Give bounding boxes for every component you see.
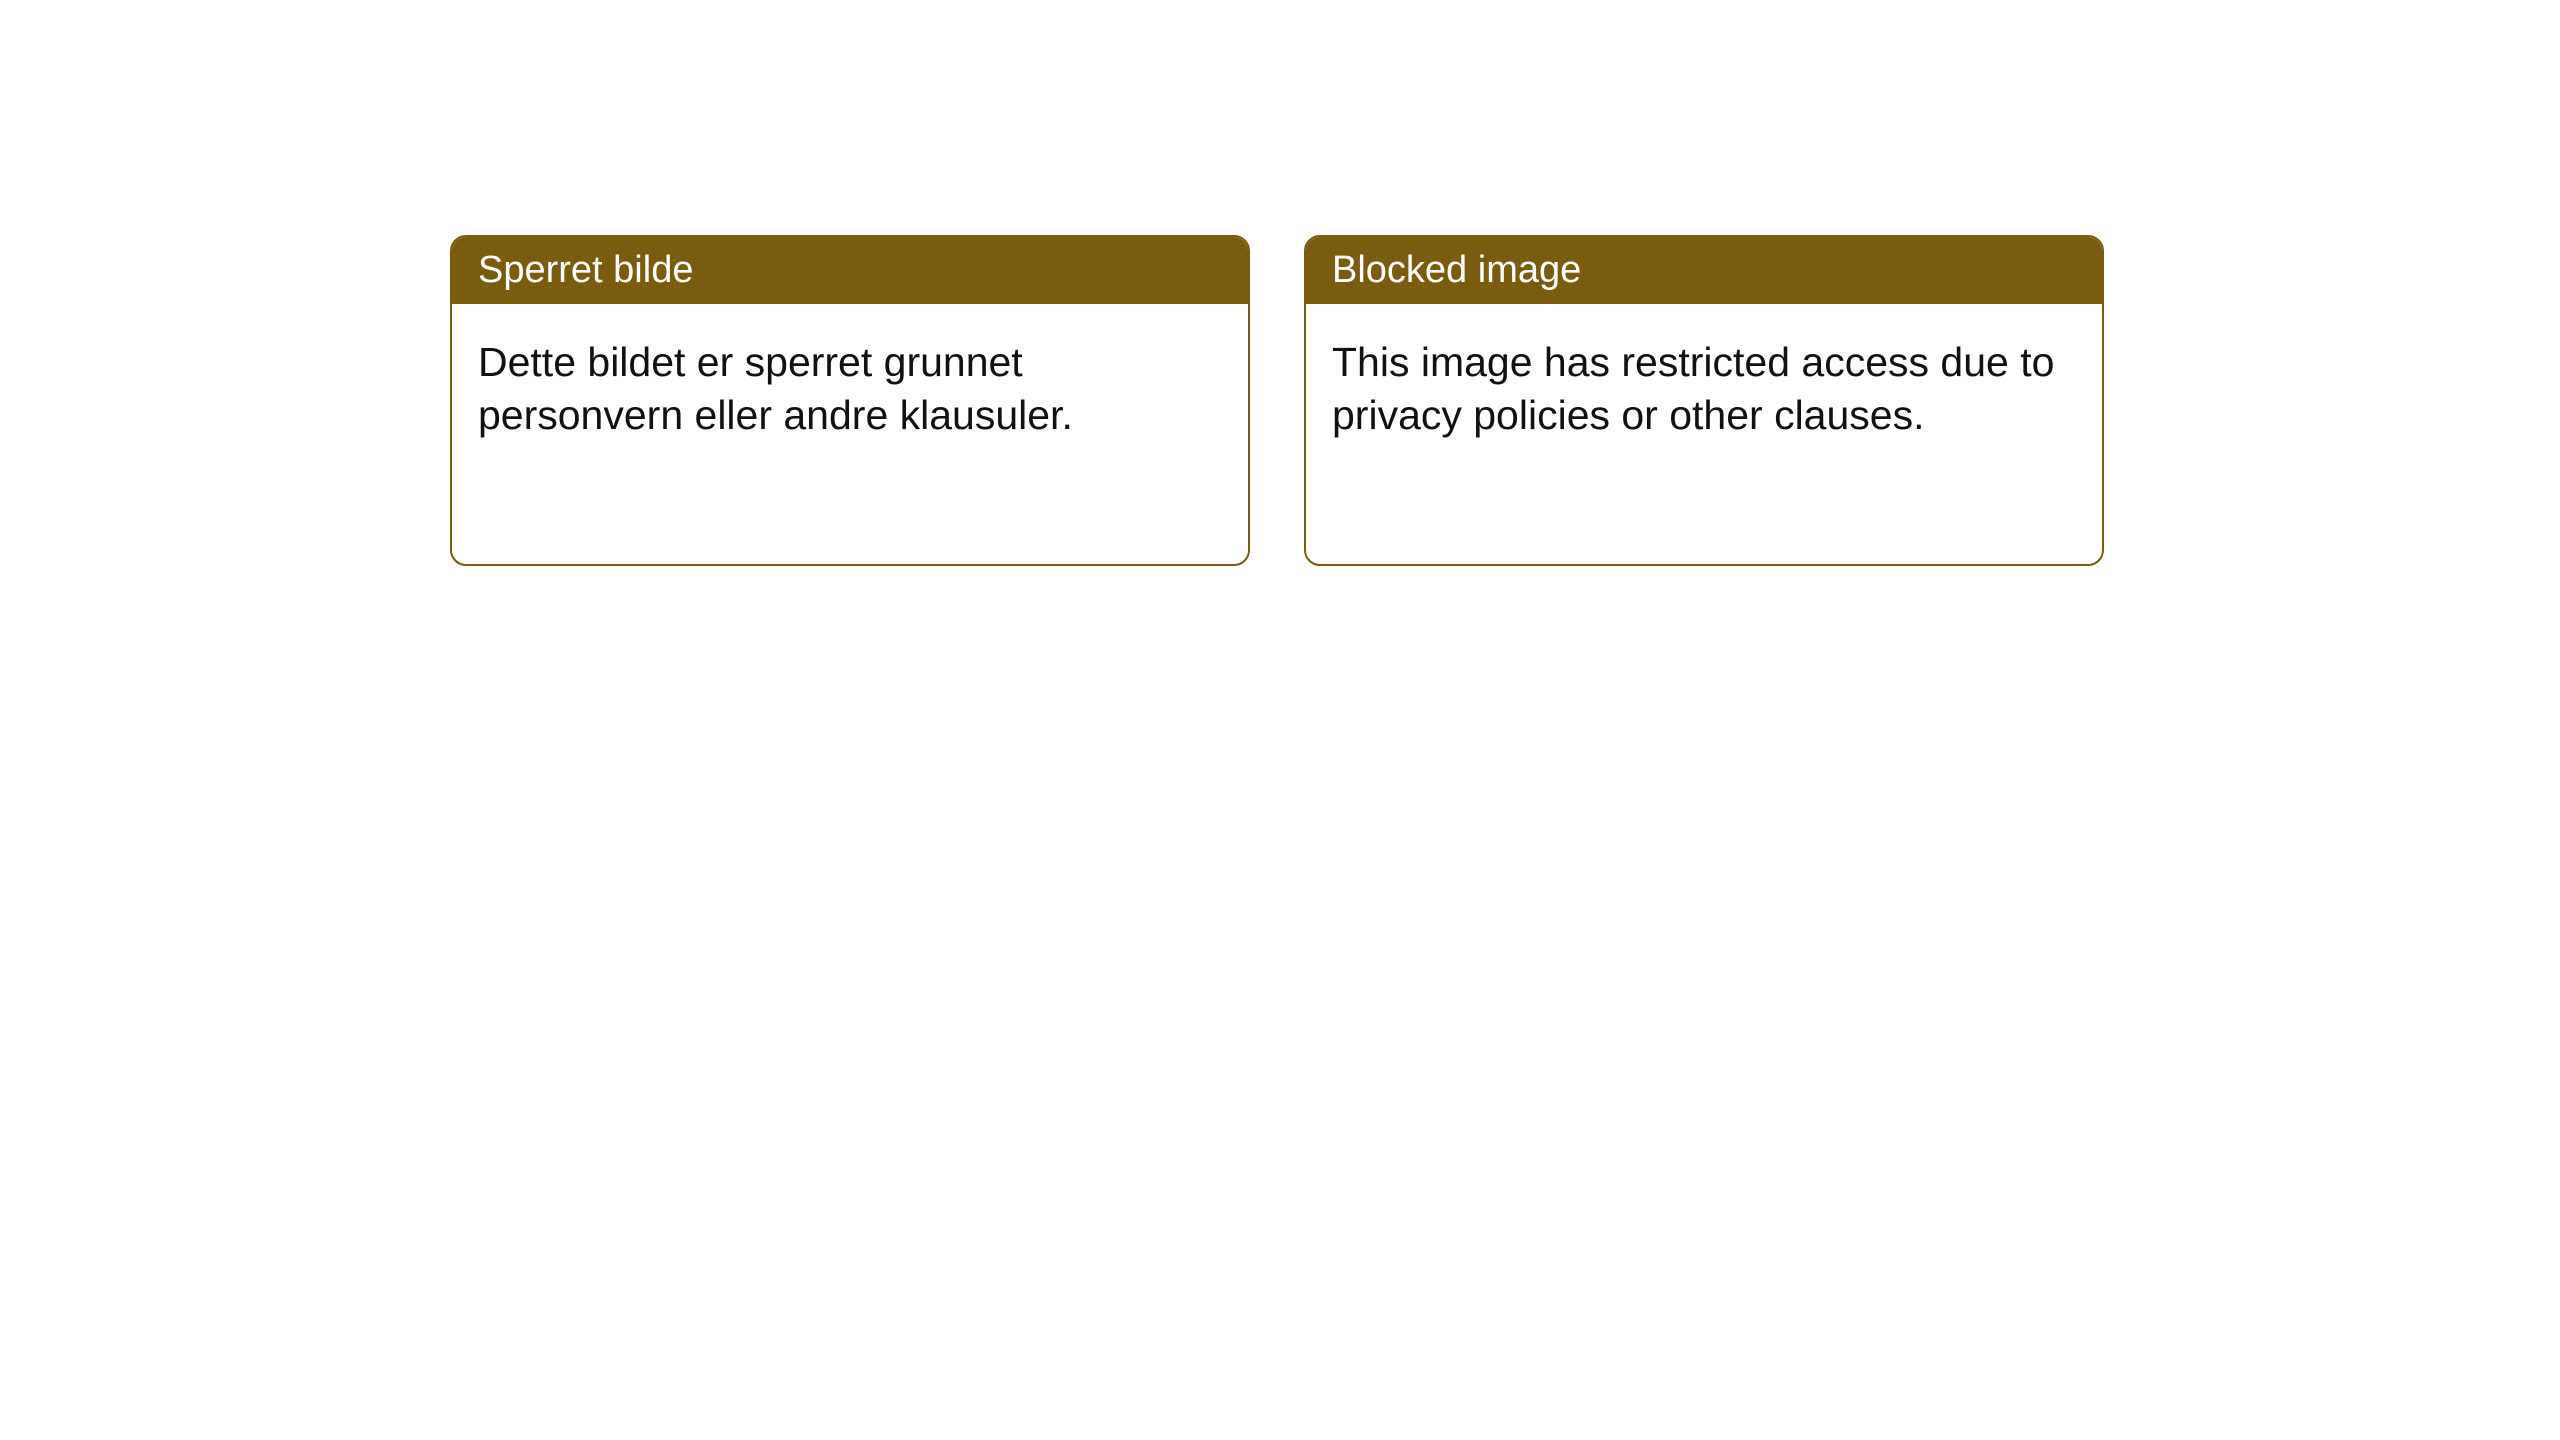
notice-body: Dette bildet er sperret grunnet personve… — [452, 304, 1248, 564]
notice-card-english: Blocked image This image has restricted … — [1304, 235, 2104, 566]
notice-container: Sperret bilde Dette bildet er sperret gr… — [0, 0, 2560, 566]
notice-card-norwegian: Sperret bilde Dette bildet er sperret gr… — [450, 235, 1250, 566]
notice-title: Sperret bilde — [452, 237, 1248, 304]
notice-title: Blocked image — [1306, 237, 2102, 304]
notice-body: This image has restricted access due to … — [1306, 304, 2102, 564]
